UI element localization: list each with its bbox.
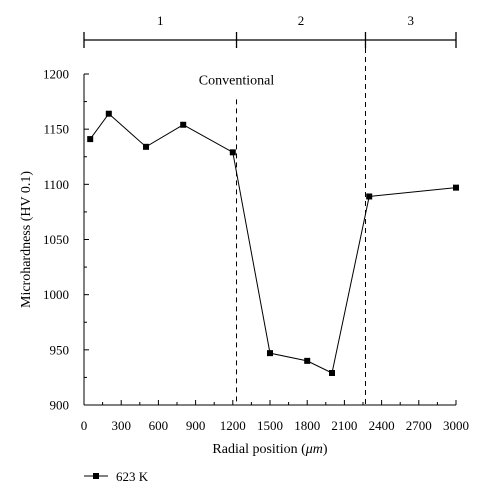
data-point bbox=[366, 193, 373, 200]
data-point bbox=[267, 350, 273, 357]
x-tick-label: 300 bbox=[111, 418, 131, 433]
region-boundary-lines: Conventional bbox=[199, 48, 366, 405]
y-tick-label: 1150 bbox=[43, 122, 69, 137]
y-tick-label: 950 bbox=[50, 342, 70, 357]
series-line-0 bbox=[89, 112, 457, 374]
y-tick-label: 1050 bbox=[43, 232, 69, 247]
data-point bbox=[180, 121, 187, 128]
x-tick-label: 3000 bbox=[443, 418, 469, 433]
series-layer bbox=[87, 110, 459, 377]
legend-label: 623 K bbox=[116, 469, 149, 484]
y-axis-title: Microhardness (HV 0.1) bbox=[19, 171, 34, 308]
x-tick-label: 2400 bbox=[369, 418, 395, 433]
x-tick-label: 600 bbox=[149, 418, 169, 433]
annotation-conventional: Conventional bbox=[199, 74, 275, 89]
region-bracket: 1 2 3 bbox=[83, 13, 457, 48]
data-point bbox=[304, 357, 311, 364]
x-axis-title: Radial position (μm) bbox=[212, 442, 327, 457]
data-point bbox=[87, 136, 94, 143]
data-point bbox=[105, 110, 112, 117]
plot-axes: 0 300 600 900 1200 1500 1800 2100 2400 2700 3000 90… bbox=[19, 67, 469, 458]
y-tick-label: 1000 bbox=[43, 287, 69, 302]
data-point bbox=[143, 143, 149, 150]
region-label: 2 bbox=[298, 13, 305, 28]
legend: 623 K bbox=[84, 469, 149, 484]
data-point bbox=[329, 370, 335, 377]
y-tick-label: 900 bbox=[50, 398, 70, 413]
region-label: 1 bbox=[157, 13, 164, 28]
legend-marker bbox=[93, 473, 99, 479]
x-axis-title-suffix: ) bbox=[323, 442, 328, 457]
x-tick-label: 900 bbox=[186, 418, 206, 433]
data-point bbox=[229, 149, 236, 156]
region-label: 3 bbox=[407, 13, 414, 28]
x-axis-title-prefix: Radial position ( bbox=[212, 442, 306, 457]
data-point bbox=[453, 184, 459, 191]
x-tick-label: 0 bbox=[81, 418, 88, 433]
x-tick-label: 1500 bbox=[257, 418, 283, 433]
x-axis-title-unit: μm bbox=[305, 442, 323, 457]
x-tick-label: 1200 bbox=[220, 418, 246, 433]
x-tick-label: 2700 bbox=[406, 418, 432, 433]
y-tick-label: 1100 bbox=[43, 177, 69, 192]
x-tick-label: 1800 bbox=[294, 418, 320, 433]
y-tick-label: 1200 bbox=[43, 67, 69, 82]
x-tick-label: 2100 bbox=[331, 418, 357, 433]
